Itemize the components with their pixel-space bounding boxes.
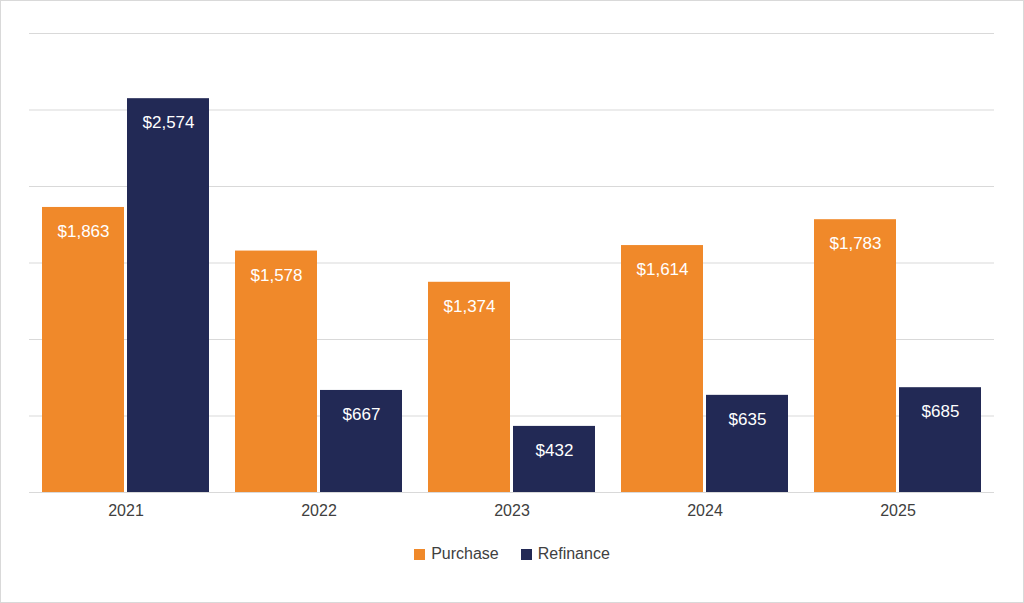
- svg-text:$1,578: $1,578: [251, 266, 303, 285]
- svg-text:2023: 2023: [494, 502, 530, 519]
- svg-text:2022: 2022: [301, 502, 337, 519]
- svg-text:$1,783: $1,783: [830, 234, 882, 253]
- svg-text:$685: $685: [922, 402, 960, 421]
- svg-text:$1,863: $1,863: [58, 222, 110, 241]
- svg-text:$2,574: $2,574: [143, 113, 195, 132]
- svg-text:2021: 2021: [108, 502, 144, 519]
- svg-text:$432: $432: [536, 441, 574, 460]
- svg-text:$635: $635: [729, 410, 767, 429]
- svg-text:$667: $667: [343, 405, 381, 424]
- svg-text:$1,374: $1,374: [444, 297, 496, 316]
- html-text:Purchase: Purchase: [431, 545, 499, 562]
- svg-text:$1,614: $1,614: [637, 260, 689, 279]
- svg-text:2024: 2024: [687, 502, 723, 519]
- svg-text:2025: 2025: [880, 502, 916, 519]
- html-text:Refinance: Refinance: [537, 545, 610, 562]
